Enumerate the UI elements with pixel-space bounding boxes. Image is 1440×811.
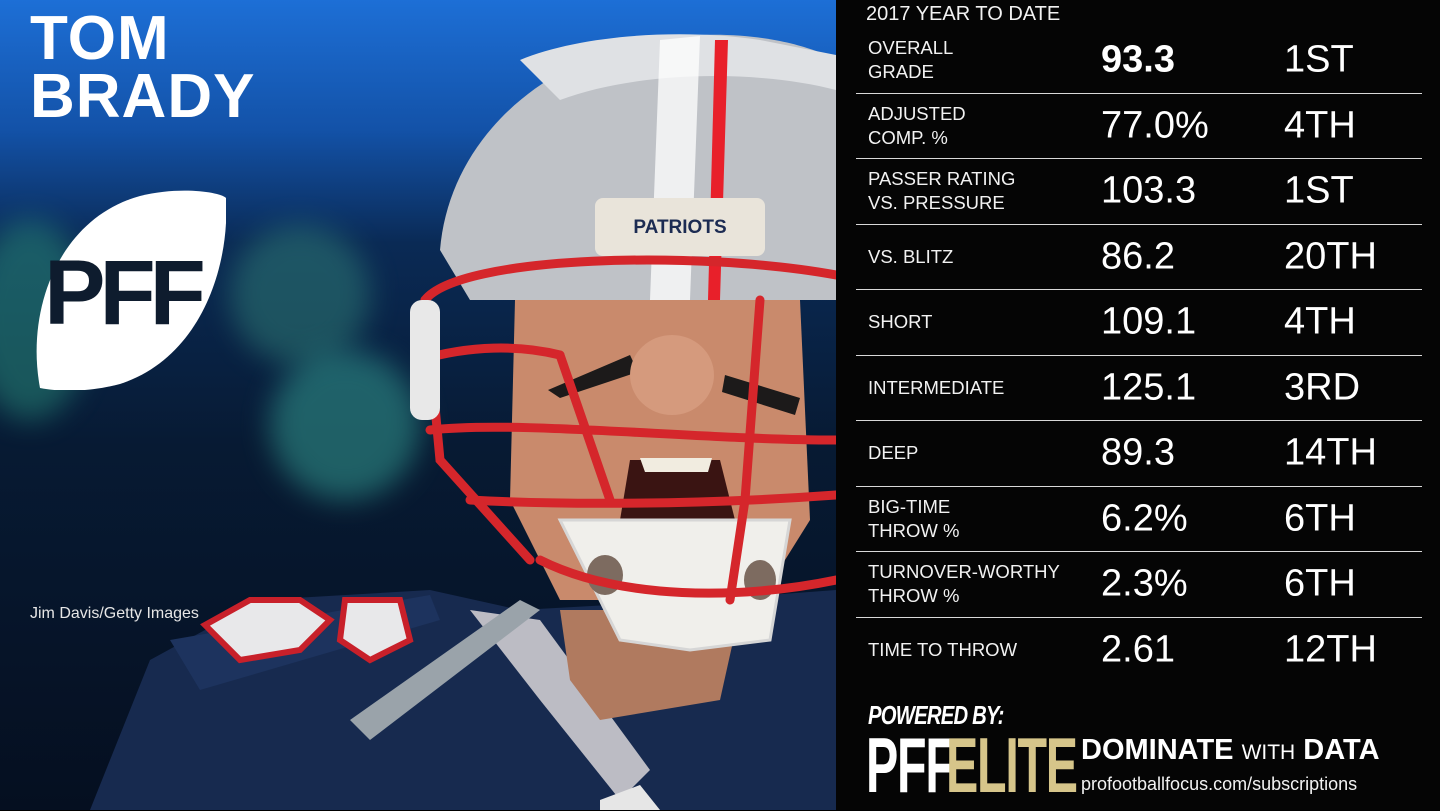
stat-value: 109.1	[1101, 300, 1197, 343]
stat-row-deep: DEEP 89.3 14TH	[856, 421, 1422, 487]
stat-value: 2.3%	[1101, 562, 1188, 605]
stat-rank: 6TH	[1284, 497, 1356, 540]
player-name: TOM BRADY	[30, 4, 256, 131]
stat-label: ADJUSTED COMP. %	[868, 102, 966, 148]
pff-logo-text: PFF	[44, 242, 203, 344]
stat-label: DEEP	[868, 442, 919, 464]
tagline-data: DATA	[1303, 734, 1380, 766]
stat-row-turnover-worthy-throw: TURNOVER-WORTHY THROW % 2.3% 6TH	[856, 552, 1422, 618]
svg-text:PATRIOTS: PATRIOTS	[633, 217, 726, 238]
photo-credit: Jim Davis/Getty Images	[30, 605, 199, 622]
player-photo: PATRIOTS TOM BRADY Jim Davis/Getty Image…	[0, 0, 836, 810]
stat-row-overall-grade: OVERALL GRADE 93.3 1ST	[856, 28, 1422, 94]
stat-row-adjusted-comp: ADJUSTED COMP. % 77.0% 4TH	[856, 94, 1422, 159]
stat-label: VS. BLITZ	[868, 245, 954, 267]
stat-row-intermediate: INTERMEDIATE 125.1 3RD	[856, 356, 1422, 421]
stat-rank: 14TH	[1284, 431, 1377, 474]
stat-row-vs-blitz: VS. BLITZ 86.2 20TH	[856, 225, 1422, 290]
stat-rank: 3RD	[1284, 366, 1361, 409]
stat-rank: 4TH	[1284, 104, 1356, 147]
stat-value: 103.3	[1101, 169, 1197, 212]
stat-row-big-time-throw: BIG-TIME THROW % 6.2% 6TH	[856, 487, 1422, 552]
stats-table: OVERALL GRADE 93.3 1ST ADJUSTED COMP. % …	[856, 28, 1422, 682]
stat-value: 86.2	[1101, 235, 1175, 278]
stat-value: 77.0%	[1101, 104, 1209, 147]
stat-row-short: SHORT 109.1 4TH	[856, 290, 1422, 356]
stat-label: TIME TO THROW	[868, 638, 1018, 660]
panel-title: 2017 YEAR TO DATE	[866, 3, 1061, 25]
pff-elite-logo-elite: ELITE	[946, 721, 1078, 809]
stat-rank: 1ST	[1284, 169, 1354, 212]
stat-value: 89.3	[1101, 431, 1175, 474]
stat-value: 93.3	[1101, 38, 1175, 81]
powered-by-label: POWERED BY:	[868, 700, 1004, 730]
stat-label: BIG-TIME THROW %	[868, 495, 960, 541]
stat-label: INTERMEDIATE	[868, 376, 1005, 398]
stat-label: SHORT	[868, 311, 933, 333]
stat-rank: 4TH	[1284, 300, 1356, 343]
stat-label: OVERALL GRADE	[868, 37, 954, 83]
stat-value: 2.61	[1101, 628, 1175, 671]
stat-row-time-to-throw: TIME TO THROW 2.61 12TH	[856, 618, 1422, 683]
stat-row-passer-rating-pressure: PASSER RATING VS. PRESSURE 103.3 1ST	[856, 159, 1422, 225]
subscription-url: profootballfocus.com/subscriptions	[1081, 774, 1358, 794]
stat-value: 125.1	[1101, 366, 1197, 409]
tagline: DOMINATE WITH DATA	[1081, 734, 1380, 767]
player-last-name: BRADY	[30, 62, 256, 131]
player-illustration: PATRIOTS	[90, 34, 836, 810]
tagline-dominate: DOMINATE	[1081, 734, 1234, 766]
stat-rank: 6TH	[1284, 562, 1356, 605]
stats-panel	[836, 0, 1440, 810]
stat-rank: 12TH	[1284, 628, 1377, 671]
pff-elite-logo-pff: PFF	[866, 721, 955, 809]
stat-label: PASSER RATING VS. PRESSURE	[868, 168, 1016, 214]
stat-value: 6.2%	[1101, 497, 1188, 540]
player-first-name: TOM	[30, 4, 170, 73]
stat-rank: 20TH	[1284, 235, 1377, 278]
stat-rank: 1ST	[1284, 38, 1354, 81]
stat-label: TURNOVER-WORTHY THROW %	[868, 561, 1060, 607]
tagline-with: WITH	[1241, 741, 1296, 764]
pff-logo: PFF	[36, 190, 226, 390]
